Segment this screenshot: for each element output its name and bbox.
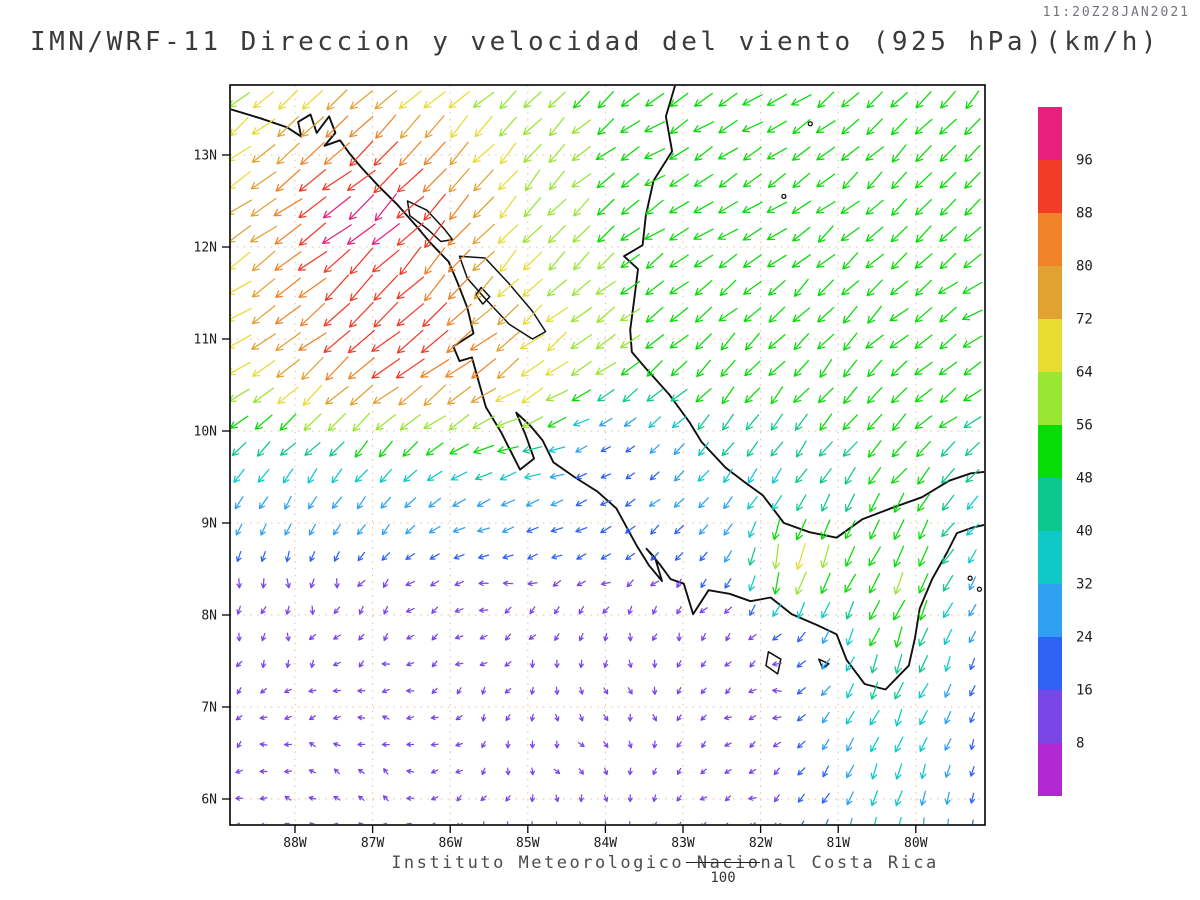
reference-vector-line — [686, 862, 760, 863]
colorbar-tick-label: 88 — [1076, 206, 1093, 222]
colorbar-segment — [1038, 266, 1062, 319]
lon-tick-label: 87W — [361, 836, 385, 851]
lon-tick-label: 81W — [826, 836, 850, 851]
wind-vector-class — [321, 193, 400, 246]
colorbar-tick-label: 8 — [1076, 736, 1084, 752]
colorbar-tick-label: 80 — [1076, 259, 1093, 275]
lat-tick-label: 6N — [201, 793, 217, 808]
lat-tick-label: 8N — [201, 609, 217, 624]
wind-vector-class — [235, 445, 976, 824]
colorbar-segment — [1038, 213, 1062, 266]
wind-vector-class — [273, 114, 498, 381]
wind-vector-class — [235, 578, 782, 824]
wind-vector-class — [231, 89, 520, 407]
colorbar-segment — [1038, 584, 1062, 637]
wind-vector-class — [231, 90, 983, 648]
lat-tick-label: 10N — [194, 425, 217, 440]
lat-tick-label: 13N — [194, 149, 217, 164]
colorbar-segment — [1038, 531, 1062, 584]
colorbar-segment — [1038, 107, 1062, 160]
lat-tick-label: 7N — [201, 701, 217, 716]
colorbar-segment — [1038, 372, 1062, 425]
colorbar: 96 88 80 72 64 56 48 40 32 24 16 8 — [1038, 107, 1093, 796]
wind-vector-class — [231, 90, 904, 596]
lat-tick-label: 12N — [194, 241, 217, 256]
colorbar-tick-label: 24 — [1076, 630, 1093, 646]
colorbar-segment — [1038, 425, 1062, 478]
lon-tick-label: 86W — [438, 836, 462, 851]
wind-vector-class — [231, 388, 982, 700]
lat-tick-label: 9N — [201, 517, 217, 532]
lon-tick-label: 85W — [516, 836, 540, 851]
lon-tick-label: 88W — [283, 836, 307, 851]
model-timestamp: 11:20Z28JAN2021 — [1042, 5, 1190, 20]
colorbar-tick-label: 96 — [1076, 153, 1093, 169]
caption: Instituto Meteorologico Nacional Costa R… — [391, 853, 939, 873]
colorbar-tick-label: 64 — [1076, 365, 1093, 381]
lon-tick-label: 80W — [904, 836, 928, 851]
colorbar-segment — [1038, 690, 1062, 743]
colorbar-segment — [1038, 637, 1062, 690]
lon-tick-label: 83W — [671, 836, 695, 851]
wind-vector-class — [234, 417, 977, 824]
colorbar-tick-label: 72 — [1076, 312, 1093, 328]
colorbar-segment — [1038, 743, 1062, 796]
lat-tick-label: 11N — [194, 333, 217, 348]
wind-vector-class — [231, 89, 806, 570]
colorbar-tick-label: 56 — [1076, 418, 1093, 434]
colorbar-tick-label: 16 — [1076, 683, 1093, 699]
map-frame — [229, 84, 986, 826]
colorbar-segment — [1038, 160, 1062, 213]
wind-vector-class — [297, 140, 449, 379]
colorbar-tick-label: 32 — [1076, 577, 1093, 593]
plot-title: IMN/WRF-11 Direccion y velocidad del vie… — [30, 27, 1161, 57]
wind-vectors — [231, 89, 983, 824]
wind-vector-class — [233, 416, 979, 824]
lon-tick-label: 84W — [594, 836, 618, 851]
colorbar-tick-label: 40 — [1076, 524, 1093, 540]
colorbar-tick-label: 48 — [1076, 471, 1093, 487]
axis-labels: 13N 12N 11N 10N 9N 8N 7N 6N 88W 87W 86W 85W 84W 83W 82… — [194, 149, 928, 852]
lon-tick-label: 82W — [749, 836, 773, 851]
reference-vector-label: 100 — [710, 870, 736, 886]
colorbar-segment — [1038, 319, 1062, 372]
colorbar-segment — [1038, 478, 1062, 531]
